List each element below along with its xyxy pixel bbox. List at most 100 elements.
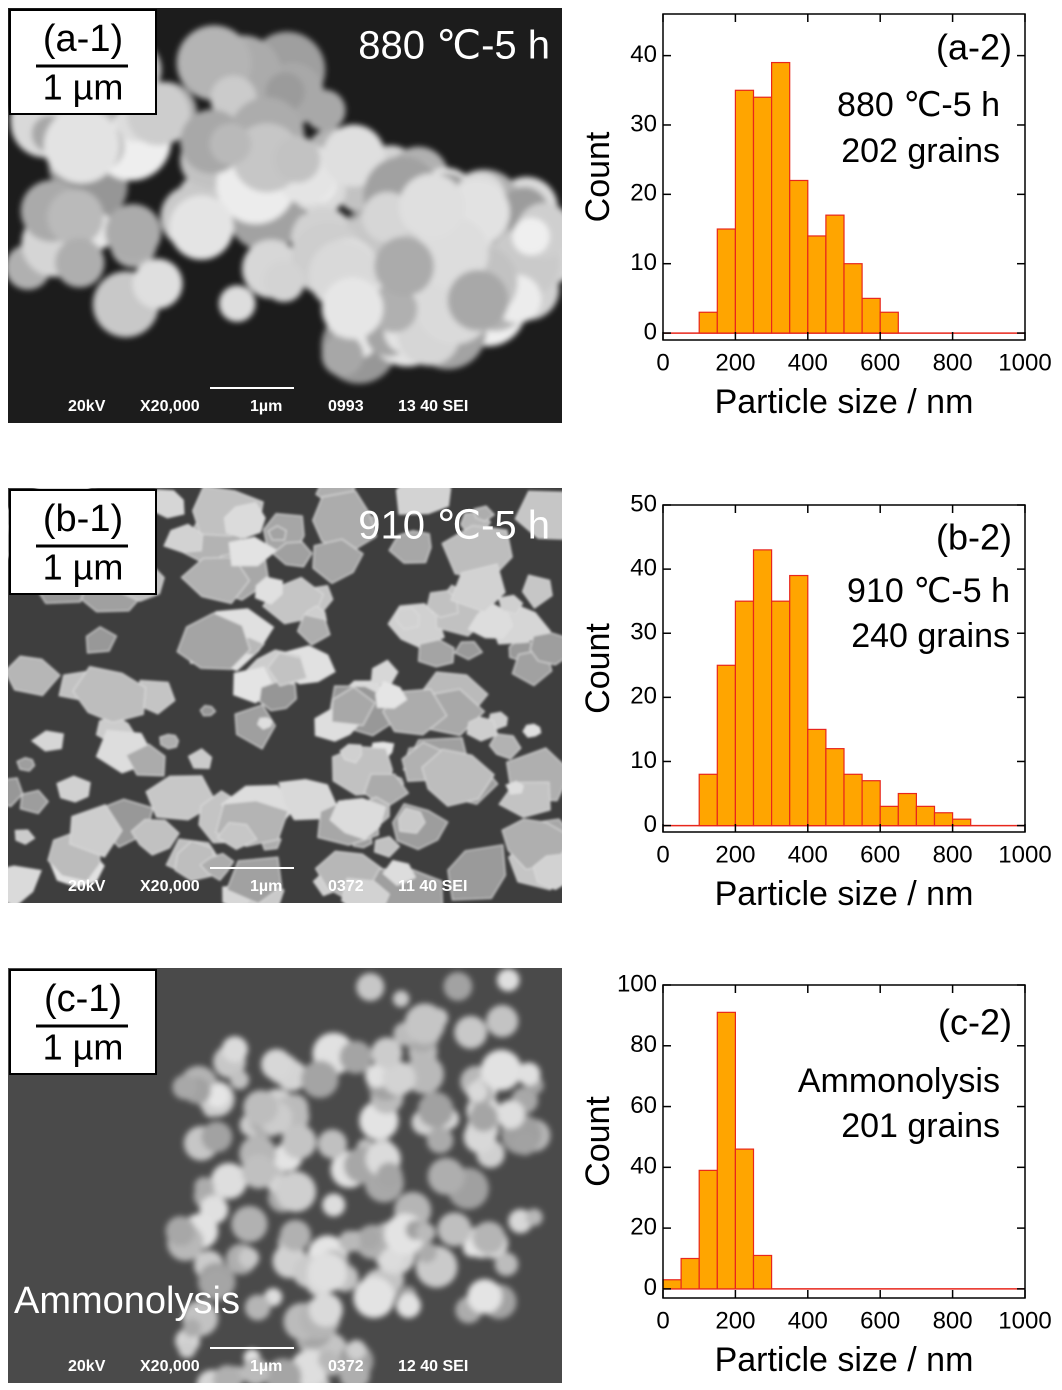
plot-frame — [662, 13, 1026, 341]
bar — [843, 773, 863, 827]
grain — [374, 236, 434, 297]
grain — [16, 757, 36, 772]
grain — [467, 1279, 502, 1314]
annotation: 202 grains — [841, 132, 1000, 170]
annotation: 240 grains — [851, 617, 1010, 655]
grain — [85, 626, 118, 654]
grain — [275, 1171, 317, 1212]
grain — [182, 1318, 201, 1338]
grain — [312, 538, 364, 584]
label-box — [9, 969, 157, 1075]
grain — [382, 1061, 416, 1096]
x-tick-label: 800 — [933, 841, 973, 868]
y-tick-label: 20 — [630, 1213, 657, 1240]
grain — [529, 632, 562, 666]
y-tick-label: 40 — [630, 41, 657, 68]
grain — [165, 1216, 196, 1246]
bar — [698, 311, 718, 334]
y-tick-label: 30 — [630, 110, 657, 137]
grain — [469, 1103, 498, 1132]
bar — [662, 1279, 682, 1290]
x-tick-label: 400 — [788, 1307, 828, 1334]
grain — [229, 1070, 250, 1090]
grain — [357, 1226, 381, 1250]
x-tick-label: 400 — [788, 349, 828, 376]
grain — [404, 1003, 445, 1044]
x-axis-label: Particle size / nm — [715, 383, 974, 421]
grain — [178, 1340, 196, 1359]
x-tick-label: 0 — [656, 349, 669, 376]
grain — [443, 972, 473, 1001]
bar — [861, 297, 881, 334]
bar — [752, 1254, 773, 1290]
grain — [339, 743, 363, 764]
grain — [281, 1124, 317, 1160]
sem-footer: 20kV — [68, 398, 106, 415]
grain — [322, 124, 385, 187]
y-tick-label: 0 — [644, 1274, 657, 1301]
grain — [480, 1049, 522, 1091]
y-tick-label: 20 — [630, 180, 657, 207]
sem-footer: X20,000 — [140, 398, 200, 415]
grain — [267, 525, 287, 541]
grain — [318, 1350, 337, 1370]
x-tick-label: 0 — [656, 1307, 669, 1334]
grain — [322, 1193, 346, 1217]
grain — [466, 1081, 488, 1103]
grain — [213, 1365, 242, 1383]
grain — [304, 89, 346, 131]
grain — [416, 1223, 436, 1243]
grain — [261, 1048, 292, 1080]
grain — [19, 789, 49, 815]
grain — [521, 574, 553, 609]
y-tick-label: 40 — [630, 1153, 657, 1180]
grain — [417, 1091, 454, 1128]
grain — [447, 269, 509, 331]
bar — [752, 549, 773, 827]
grain — [210, 1162, 247, 1200]
grain — [199, 852, 235, 882]
grain — [258, 681, 297, 712]
bar — [915, 805, 936, 827]
grain — [421, 748, 495, 807]
grain — [159, 733, 180, 750]
grain — [525, 1208, 543, 1226]
grain — [130, 819, 180, 856]
x-tick-label: 400 — [788, 841, 828, 868]
grain — [517, 1062, 541, 1086]
panel-label: (c-1) — [44, 978, 122, 1020]
sem-footer: 0372 — [328, 1358, 364, 1375]
bar — [807, 728, 827, 827]
grain — [223, 502, 266, 539]
x-tick-label: 1000 — [998, 841, 1051, 868]
y-tick-label: 40 — [630, 554, 657, 581]
grain — [453, 641, 484, 661]
grain — [382, 859, 417, 886]
grain — [205, 1084, 230, 1108]
sem-image: (a-1) 1 µm 880 ℃-5 h 20kV X20,000 1µm 0993 13 4… — [8, 8, 562, 423]
annotation: 880 ℃-5 h — [837, 86, 1000, 124]
grain — [272, 541, 313, 568]
x-tick-label: 1000 — [998, 1307, 1051, 1334]
grain — [244, 1294, 271, 1321]
grain — [494, 1252, 519, 1277]
grain — [417, 638, 455, 668]
annotation: 201 grains — [841, 1107, 1000, 1145]
x-tick-label: 200 — [715, 1307, 755, 1334]
grain — [273, 135, 321, 183]
grain — [392, 990, 410, 1008]
annotation: 910 ℃-5 h — [847, 572, 1010, 610]
grain — [194, 1176, 215, 1197]
sem-footer: X20,000 — [140, 1358, 200, 1375]
x-tick-label: 600 — [860, 349, 900, 376]
grain — [473, 505, 496, 522]
grain — [346, 1339, 367, 1360]
grain — [209, 123, 252, 165]
x-tick-label: 1000 — [998, 349, 1051, 376]
label-box — [9, 489, 157, 595]
grain — [241, 1154, 276, 1189]
sem-footer: 1µm — [250, 398, 282, 415]
bar — [825, 748, 845, 827]
